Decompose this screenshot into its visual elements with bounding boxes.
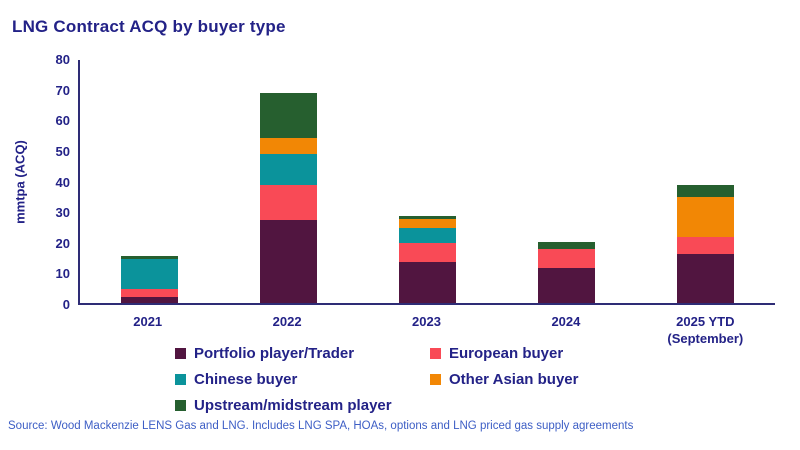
x-axis-label-line1: 2023 [412,314,441,329]
y-tick-label-60: 60 [55,113,70,129]
y-axis-tick-labels: 0 10 20 30 40 50 60 70 80 [38,52,70,312]
bar-segment-2023-Other Asian buyer [399,218,456,228]
bar-column-2023 [358,60,497,303]
bar-segment-2022-Portfolio player/Trader [260,220,317,303]
legend-item-Other Asian buyer: Other Asian buyer [430,371,578,388]
legend: Portfolio player/Trader European buyer Chi… [175,345,578,414]
legend-swatch-icon [175,348,186,359]
x-axis-label-line1: 2024 [551,314,581,329]
x-axis-label-line1: 2021 [133,314,163,329]
x-axis-label-2023: 2023 [357,313,496,347]
legend-item-Portfolio player/Trader: Portfolio player/Trader [175,345,430,362]
bar-stack-2025 YTD [677,185,734,303]
bars-container [80,60,775,303]
bar-segment-2023-Portfolio player/Trader [399,261,456,303]
legend-label: European buyer [449,345,564,362]
bar-column-2025 YTD [636,60,775,303]
x-axis-label-2021: 2021 [78,313,217,347]
legend-label: Chinese buyer [194,371,298,388]
source-note: Source: Wood Mackenzie LENS Gas and LNG.… [8,420,634,432]
bar-segment-2023-Upstream/midstream player [399,215,456,219]
y-tick-label-0: 0 [62,297,70,312]
bar-segment-2025 YTD-Other Asian buyer [677,197,734,238]
x-axis-label-2024: 2024 [496,313,635,347]
bar-segment-2022-Chinese buyer [260,154,317,186]
y-tick-label-20: 20 [55,235,70,251]
plot-area [78,60,775,305]
bar-segment-2021-Portfolio player/Trader [121,296,178,303]
chart-title: LNG Contract ACQ by buyer type [12,17,286,36]
bar-segment-2025 YTD-European buyer [677,237,734,254]
legend-item-Chinese buyer: Chinese buyer [175,371,430,388]
bar-segment-2022-Other Asian buyer [260,137,317,155]
y-tick-label-40: 40 [55,174,70,190]
bar-segment-2022-European buyer [260,185,317,221]
y-tick-label-50: 50 [55,143,70,159]
x-axis-label-2025 YTD: 2025 YTD (September) [636,313,775,347]
y-axis-title: mmtpa (ACQ) [12,140,28,224]
bar-stack-2021 [121,255,178,303]
y-tick-label-70: 70 [55,82,70,98]
legend-label: Other Asian buyer [449,371,579,388]
bar-stack-2022 [260,93,317,303]
bar-segment-2022-Upstream/midstream player [260,93,317,138]
bar-column-2022 [219,60,358,303]
legend-label: Portfolio player/Trader [194,345,355,362]
legend-item-Upstream/midstream player: Upstream/midstream player [175,397,430,414]
legend-swatch-icon [175,400,186,411]
x-axis-label-2022: 2022 [217,313,356,347]
bar-column-2024 [497,60,636,303]
y-tick-label-30: 30 [55,205,70,221]
legend-item-European buyer: European buyer [430,345,578,362]
bar-segment-2021-Upstream/midstream player [121,255,178,259]
bar-segment-2023-Chinese buyer [399,227,456,244]
bar-stack-2024 [538,241,595,303]
legend-swatch-icon [430,374,441,385]
legend-label: Upstream/midstream player [194,397,392,414]
bar-segment-2023-European buyer [399,243,456,262]
x-axis-labels: 2021 2022 2023 2024 2025 YTD (September) [78,313,775,347]
legend-swatch-icon [175,374,186,385]
bar-segment-2021-European buyer [121,289,178,297]
x-axis-label-line1: 2022 [272,314,302,329]
x-axis-label-line1: 2025 YTD [676,314,735,329]
x-axis-label-line2: (September) [667,331,744,346]
legend-swatch-icon [430,348,441,359]
y-tick-label-80: 80 [55,52,70,67]
bar-segment-2024-European buyer [538,249,595,268]
bar-segment-2025 YTD-Upstream/midstream player [677,185,734,198]
bar-segment-2021-Chinese buyer [121,258,178,290]
bar-stack-2023 [399,215,456,303]
bar-column-2021 [80,60,219,303]
bar-segment-2024-Portfolio player/Trader [538,267,595,303]
y-tick-label-10: 10 [55,266,70,282]
bar-segment-2024-Upstream/midstream player [538,241,595,250]
bar-segment-2025 YTD-Portfolio player/Trader [677,254,734,303]
